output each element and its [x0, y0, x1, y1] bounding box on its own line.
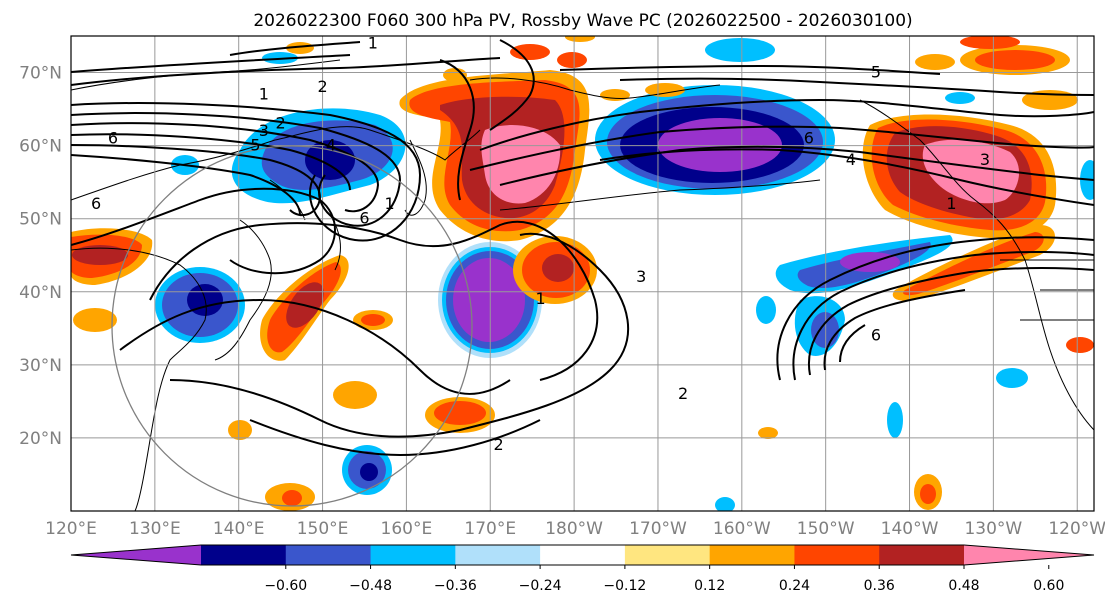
lon-tick-label: 120°W	[1048, 519, 1105, 539]
lon-tick-label: 140°E	[213, 519, 265, 539]
colorbar-swatch	[624, 545, 711, 565]
contour-label: 6	[359, 209, 369, 228]
map-frame	[70, 35, 1095, 512]
contour-label: 1	[368, 33, 378, 52]
colorbar-extend-high	[964, 545, 1094, 565]
lat-tick-label: 40°N	[19, 283, 62, 303]
lon-tick-label: 160°E	[381, 519, 433, 539]
lat-tick-label: 20°N	[19, 429, 62, 449]
lon-tick-label: 140°W	[881, 519, 939, 539]
lat-tick-label: 60°N	[19, 137, 62, 157]
colorbar-swatch	[794, 545, 880, 565]
colorbar-tick-label: 0.60	[1033, 578, 1064, 594]
contour-label: 6	[871, 326, 881, 345]
contour-label: 6	[804, 128, 814, 147]
contour-label: 3	[980, 150, 990, 169]
positive-anomaly-east-band	[892, 225, 1055, 301]
contour-label: 3	[636, 267, 646, 286]
coastlines	[71, 59, 1094, 511]
lon-tick-label: 170°W	[629, 519, 687, 539]
contour-label: 5	[871, 63, 881, 82]
lat-tick-label: 30°N	[19, 356, 62, 376]
colorbar-swatch	[879, 545, 965, 565]
colorbar-tick-label: 0.24	[779, 578, 810, 594]
lon-tick-label: 130°E	[129, 519, 181, 539]
contour-label: 3	[259, 121, 269, 140]
negative-anomaly-gulf	[595, 85, 835, 195]
contour-label: 1	[385, 194, 395, 213]
positive-anomaly-bering	[399, 70, 590, 242]
colorbar-tick-label: −0.12	[603, 578, 646, 594]
colorbar-tick-label: −0.48	[349, 578, 392, 594]
latitude-labels: 70°N 60°N 50°N 40°N 30°N 20°N	[19, 64, 62, 449]
contour-label: 2	[276, 114, 286, 133]
positive-anomaly-central	[513, 236, 597, 304]
positive-anomaly-small	[73, 36, 1094, 511]
lon-tick-label: 130°W	[964, 519, 1022, 539]
contour-label: 1	[259, 84, 269, 103]
reference-circle	[111, 145, 473, 507]
colorbar-swatch	[370, 545, 456, 565]
colorbar-swatch	[455, 545, 541, 565]
negative-anomaly-japan	[155, 267, 245, 343]
lon-tick-label: 160°W	[713, 519, 771, 539]
longitude-labels: 120°E 130°E 140°E 150°E 160°E 170°E 180°W 170°W…	[45, 519, 1105, 539]
colorbar-tick-label: 0.36	[864, 578, 895, 594]
contour-label: 1	[535, 289, 545, 308]
colorbar-outline	[70, 544, 1095, 566]
lat-tick-label: 50°N	[19, 210, 62, 230]
contour-label: 2	[678, 384, 688, 403]
pv-contours	[71, 39, 1094, 457]
chart-title: 2026022300 F060 300 hPa PV, Rossby Wave …	[253, 11, 912, 31]
lon-tick-label: 120°E	[45, 519, 97, 539]
contour-label: 4	[846, 150, 856, 169]
contour-label: 1	[946, 194, 956, 213]
anomaly-shading	[71, 36, 1094, 511]
colorbar-swatch	[540, 545, 626, 565]
colorbar-tick-label: −0.24	[519, 578, 562, 594]
colorbar-ticks: −0.60 −0.48 −0.36 −0.24 −0.12 0.12 0.24 0.36 0.4…	[264, 565, 1064, 594]
colorbar	[70, 544, 1095, 566]
contour-label: 2	[317, 77, 327, 96]
colorbar-tick-label: −0.36	[434, 578, 477, 594]
contour-label: 6	[108, 128, 118, 147]
lon-tick-label: 150°E	[297, 519, 349, 539]
colorbar-swatch	[285, 545, 372, 565]
colorbar-tick-label: 0.12	[694, 578, 725, 594]
contour-label: 4	[326, 136, 336, 155]
colorbar-tick-label: −0.60	[264, 578, 307, 594]
lon-tick-label: 170°E	[464, 519, 516, 539]
colorbar-swatch	[201, 545, 287, 565]
lon-tick-label: 150°W	[797, 519, 855, 539]
colorbar-extend-low	[71, 545, 201, 565]
contour-label: 6	[91, 194, 101, 213]
lat-tick-label: 70°N	[19, 64, 62, 84]
colorbar-swatch	[709, 545, 795, 565]
colorbar-tick-label: 0.48	[948, 578, 979, 594]
lon-tick-label: 180°W	[545, 519, 603, 539]
contour-label: 5	[250, 136, 260, 155]
contour-label: 2	[494, 435, 504, 454]
